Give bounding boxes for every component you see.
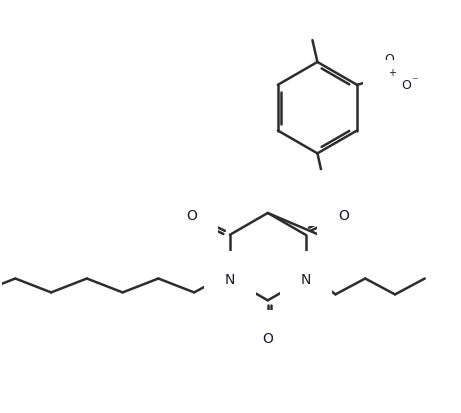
Text: O: O — [262, 331, 273, 345]
Text: O: O — [384, 53, 394, 66]
Text: +: + — [388, 68, 396, 78]
Text: N: N — [382, 71, 391, 84]
Text: O: O — [187, 209, 198, 223]
Text: N: N — [225, 272, 235, 286]
Text: O: O — [402, 79, 412, 92]
Text: N: N — [301, 272, 311, 286]
Text: ⁻: ⁻ — [411, 75, 418, 88]
Text: O: O — [338, 209, 349, 223]
Text: NH: NH — [323, 192, 344, 206]
